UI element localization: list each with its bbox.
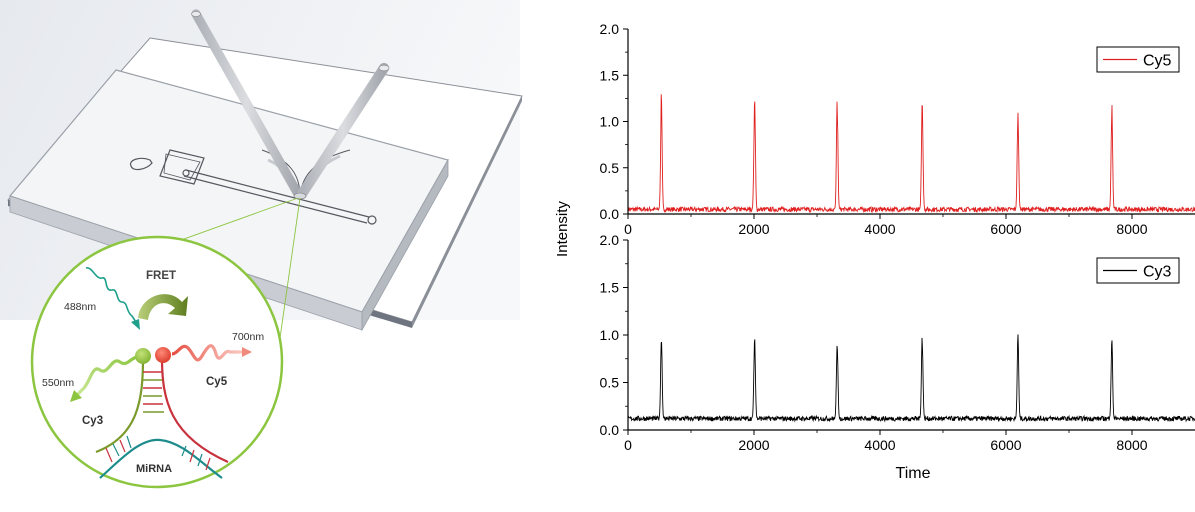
x-tick-label: 6000 xyxy=(990,221,1021,237)
y-tick-label: 1.5 xyxy=(600,67,620,83)
chart-panel-cy5: 0.0 0.5 1.0 1.5 2.0 0 2000 4000 6000 8000 Cy5 xyxy=(600,21,1195,237)
y-tick-label: 2.0 xyxy=(600,21,620,37)
y-tick-label: 1.5 xyxy=(600,280,620,296)
cy3-label: Cy3 xyxy=(82,415,103,427)
x-tick-label: 4000 xyxy=(864,221,895,237)
x-tick-label: 4000 xyxy=(864,437,895,453)
x-tick-label: 2000 xyxy=(738,437,769,453)
acceptor-emission-label: 700nm xyxy=(232,331,264,343)
y-tick-label: 0.5 xyxy=(600,160,620,176)
chart-panel-cy3: 0.0 0.5 1.0 1.5 2.0 0 2000 4000 6000 8000 Cy3 xyxy=(600,232,1195,453)
y-tick-label: 1.0 xyxy=(600,327,620,343)
x-axis-label: Time xyxy=(896,465,931,482)
cy5-label: Cy5 xyxy=(206,376,228,388)
x-tick-label: 6000 xyxy=(990,437,1021,453)
excitation-label: 488nm xyxy=(64,301,96,313)
x-tick-label: 8000 xyxy=(1116,437,1147,453)
legend-label: Cy3 xyxy=(1143,264,1172,281)
legend-label: Cy5 xyxy=(1143,53,1172,70)
fret-label: FRET xyxy=(146,270,176,282)
donor-emission-label: 550nm xyxy=(42,377,74,389)
y-tick-label: 1.0 xyxy=(600,114,620,130)
x-tick-label: 2000 xyxy=(738,221,769,237)
cy3-donor-dot xyxy=(135,348,151,364)
mirna-label: MiRNA xyxy=(136,463,172,475)
series-line-cy5 xyxy=(628,94,1195,211)
y-tick-label: 0.0 xyxy=(600,422,620,438)
y-tick-label: 2.0 xyxy=(600,232,620,248)
cy5-acceptor-dot xyxy=(155,347,171,363)
x-tick-label: 0 xyxy=(624,437,632,453)
y-axis-label: Intensity xyxy=(554,201,571,257)
series-line-cy3 xyxy=(628,334,1195,421)
x-tick-label: 8000 xyxy=(1116,221,1147,237)
y-tick-label: 0.5 xyxy=(600,375,620,391)
microfluidic-chip-illustration: FRET 488nm 550nm 700nm xyxy=(0,0,522,487)
y-tick-label: 0.0 xyxy=(600,206,620,222)
x-tick-label: 0 xyxy=(624,221,632,237)
